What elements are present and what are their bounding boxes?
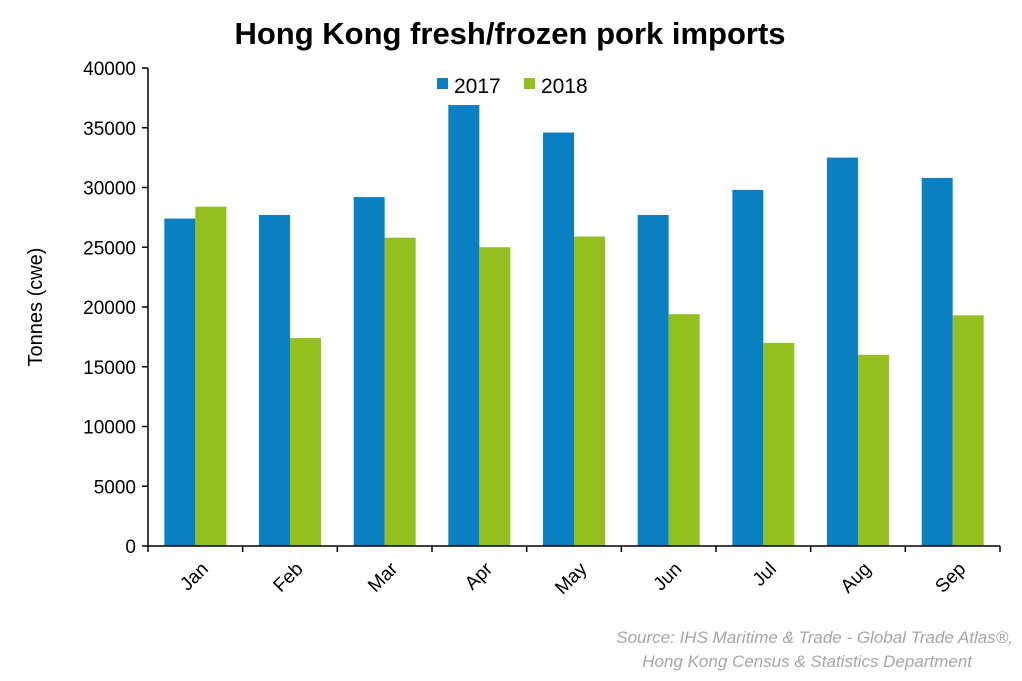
y-tick-label: 0 — [125, 537, 136, 558]
bar-2017-sep — [921, 177, 953, 546]
bar-2018-feb — [290, 338, 321, 546]
x-tick-label: Jan — [176, 559, 213, 596]
source-line-1: Source: IHS Maritime & Trade - Global Tr… — [616, 628, 1013, 647]
bar-2018-apr — [479, 247, 511, 546]
chart-title: Hong Kong fresh/frozen pork imports — [234, 16, 785, 51]
source-line-2: Hong Kong Census & Statistics Department — [642, 652, 973, 671]
y-tick-label: 15000 — [83, 358, 136, 379]
y-tick-label: 5000 — [94, 477, 136, 498]
bar-2018-jun — [668, 314, 700, 546]
legend: 2017 2018 — [437, 75, 588, 98]
x-tick-label: Aug — [837, 559, 876, 598]
bar-2018-jul — [763, 342, 795, 546]
legend-swatch-2018 — [524, 78, 535, 89]
x-tick-label: May — [551, 558, 592, 599]
bar-2017-mar — [353, 197, 385, 546]
bar-2018-jan — [195, 206, 227, 546]
y-tick-label: 20000 — [83, 298, 136, 319]
bar-2017-aug — [827, 157, 858, 546]
y-axis-label: Tonnes (cwe) — [25, 248, 47, 367]
bar-2018-sep — [952, 315, 984, 546]
y-tick-label: 40000 — [83, 59, 136, 80]
bar-2018-aug — [858, 354, 889, 546]
bar-2018-may — [574, 236, 605, 546]
x-axis: Jan Feb Mar Apr May Jun Jul Aug Sep — [147, 545, 1001, 599]
y-tick-label: 25000 — [83, 238, 136, 259]
y-tick-label: 35000 — [83, 119, 136, 140]
bar-2017-feb — [259, 214, 290, 547]
x-tick-label: Mar — [364, 558, 402, 596]
legend-swatch-2017 — [437, 78, 448, 89]
legend-label-2017: 2017 — [454, 75, 501, 98]
y-tick-label: 30000 — [83, 179, 136, 200]
bar-2017-may — [543, 132, 574, 546]
bar-2017-jul — [732, 189, 764, 546]
x-tick-label: Jun — [650, 559, 687, 596]
x-tick-label: Sep — [931, 559, 970, 598]
y-axis: 0 5000 10000 15000 20000 25000 30000 35000 40000 — [83, 59, 149, 558]
bar-2018-mar — [384, 237, 416, 546]
x-tick-label: Feb — [270, 559, 308, 597]
x-tick-label: Apr — [461, 558, 497, 594]
bars — [164, 105, 984, 547]
bar-2017-jun — [637, 214, 669, 547]
legend-label-2018: 2018 — [541, 75, 588, 98]
y-tick-label: 10000 — [83, 418, 136, 439]
x-tick-label: Jul — [749, 559, 781, 591]
bar-2017-jan — [164, 218, 196, 546]
bar-2017-apr — [448, 105, 480, 547]
